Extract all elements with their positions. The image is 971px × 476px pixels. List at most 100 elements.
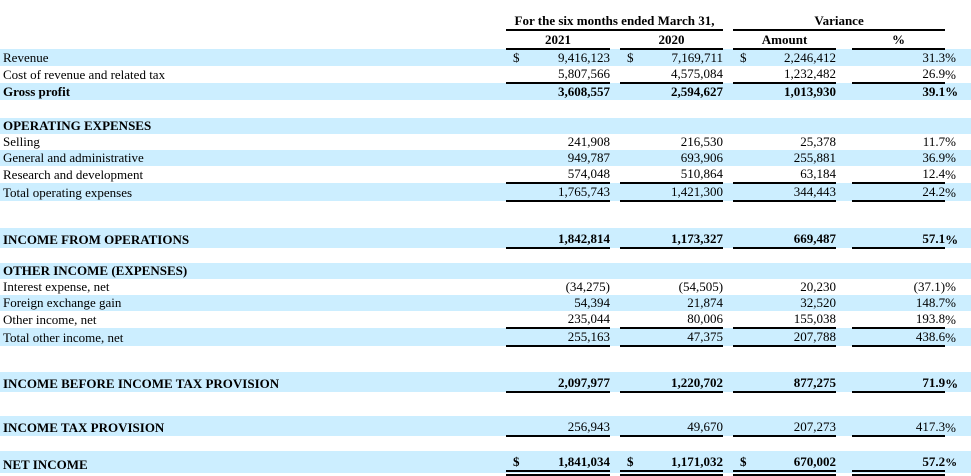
- header-spacer: [610, 30, 620, 49]
- currency-symbol-variance: $: [733, 451, 750, 476]
- table-row: OPERATING EXPENSES: [0, 118, 971, 134]
- row-label: Gross profit: [0, 83, 506, 100]
- table-row: Foreign exchange gain 54,394 21,874 32,520 1…: [0, 295, 971, 311]
- currency-symbol-2021: [506, 279, 522, 295]
- spacer-row: [0, 248, 971, 263]
- percent-sign: %: [945, 83, 971, 100]
- currency-symbol-2020: [620, 83, 636, 100]
- value-variance-amount: 1,013,930: [749, 83, 837, 100]
- value-variance-amount: 1,232,482: [749, 66, 837, 84]
- period-group-header: For the six months ended March 31,: [506, 12, 724, 31]
- currency-symbol-2021: [506, 183, 522, 202]
- spacer-cell: [0, 201, 971, 228]
- spacer-row: [0, 100, 971, 118]
- value-2021: 9,416,123: [522, 49, 610, 66]
- table-row: Cost of revenue and related tax 5,807,566…: [0, 66, 971, 84]
- value-variance-amount: 155,038: [749, 311, 837, 329]
- value-2021: 256,943: [522, 416, 610, 437]
- row-label: Revenue: [0, 49, 506, 66]
- percent-sign: %: [945, 312, 956, 327]
- row-label: INCOME BEFORE INCOME TAX PROVISION: [0, 372, 506, 392]
- currency-symbol-2021: [506, 295, 522, 311]
- column-gap: [723, 279, 733, 295]
- row-label: Research and development: [3, 167, 144, 182]
- column-gap: [723, 451, 734, 473]
- column-gap: [836, 311, 852, 328]
- currency-symbol-variance: [733, 150, 750, 166]
- percent-sign: %: [945, 183, 971, 201]
- table-row: INCOME BEFORE INCOME TAX PROVISION 2,097,…: [0, 372, 971, 393]
- column-gap: [610, 416, 620, 436]
- income-statement-table: For the six months ended March 31, Varia…: [0, 12, 971, 476]
- value-variance-percent: 417.3: [852, 416, 946, 437]
- value-variance-percent: 438.6: [852, 328, 946, 347]
- header-spacer: [0, 12, 506, 30]
- currency-symbol-2021: [506, 83, 522, 100]
- row-label: OPERATING EXPENSES: [0, 118, 506, 134]
- value-variance-percent: 57.1: [852, 228, 946, 249]
- currency-symbol-variance: [733, 416, 750, 437]
- currency-symbol-variance: [733, 295, 750, 311]
- header-spacer: [723, 30, 733, 49]
- currency-symbol-2020: [620, 66, 636, 84]
- currency-symbol-2020: [620, 183, 636, 202]
- currency-symbol-variance: [733, 311, 750, 329]
- column-gap: [610, 328, 620, 346]
- value-2020: 510,864: [636, 166, 724, 184]
- column-gap: [836, 118, 853, 134]
- table-row: Total operating expenses 1,765,743 1,421,3…: [0, 183, 971, 202]
- currency-symbol-2021: [506, 328, 522, 347]
- value-2021: 3,608,557: [522, 83, 610, 100]
- spacer-cell: [0, 436, 971, 451]
- percent-sign: %: [945, 451, 971, 473]
- spacer-row: [0, 346, 971, 372]
- row-label: Total other income, net: [0, 328, 506, 346]
- currency-symbol-variance: [733, 263, 750, 279]
- value-2020: 49,670: [636, 416, 724, 437]
- percent-sign: [945, 118, 971, 134]
- value-variance-amount: 207,788: [749, 328, 837, 347]
- column-gap: [723, 372, 734, 392]
- value-2020: 7,169,711: [636, 49, 724, 66]
- column-gap: [723, 166, 733, 183]
- value-2020: 4,575,084: [636, 66, 724, 84]
- value-variance-amount: 63,184: [749, 166, 837, 184]
- currency-symbol-2020: [620, 372, 636, 393]
- row-label: Interest expense, net: [3, 279, 110, 294]
- currency-symbol-2021: [506, 263, 522, 279]
- table-row: Other income, net 235,044 80,006 155,038 193…: [0, 311, 971, 329]
- value-2020: 47,375: [636, 328, 724, 347]
- value-variance-amount: 25,378: [800, 134, 837, 149]
- header-spacer: [836, 30, 852, 49]
- currency-symbol-2020: $: [620, 49, 636, 66]
- currency-symbol-variance: [733, 166, 750, 184]
- column-gap: [723, 183, 734, 201]
- row-label: Total operating expenses: [0, 183, 506, 201]
- column-gap: [723, 328, 734, 346]
- value-variance-percent: 31.3: [852, 49, 946, 66]
- spacer-row: [0, 392, 971, 416]
- column-gap: [836, 49, 853, 66]
- percent-sign: %: [945, 150, 971, 166]
- value-variance-amount: 2,246,412: [749, 49, 837, 66]
- value-2021: (34,275): [565, 279, 610, 294]
- value-2020: 216,530: [680, 134, 724, 149]
- table-row: INCOME TAX PROVISION 256,943 49,670 207,273…: [0, 416, 971, 437]
- column-gap: [723, 311, 733, 328]
- currency-symbol-2021: [506, 134, 522, 150]
- value-variance-amount: 20,230: [800, 279, 837, 294]
- value-2020: 1,171,032: [636, 451, 724, 476]
- value-variance-percent: 24.2: [852, 183, 946, 202]
- column-gap: [836, 451, 853, 473]
- spacer-cell: [0, 346, 971, 372]
- currency-symbol-2021: [506, 416, 522, 437]
- header-spacer: [945, 30, 971, 49]
- value-variance-percent: 57.2: [852, 451, 946, 476]
- column-gap: [610, 295, 620, 311]
- spacer-row: [0, 201, 971, 228]
- value-2020: 21,874: [636, 295, 724, 311]
- value-2020: 693,906: [636, 150, 724, 166]
- currency-symbol-2021: $: [506, 451, 522, 476]
- currency-symbol-variance: [733, 228, 750, 249]
- value-variance-percent: 26.9: [852, 66, 946, 84]
